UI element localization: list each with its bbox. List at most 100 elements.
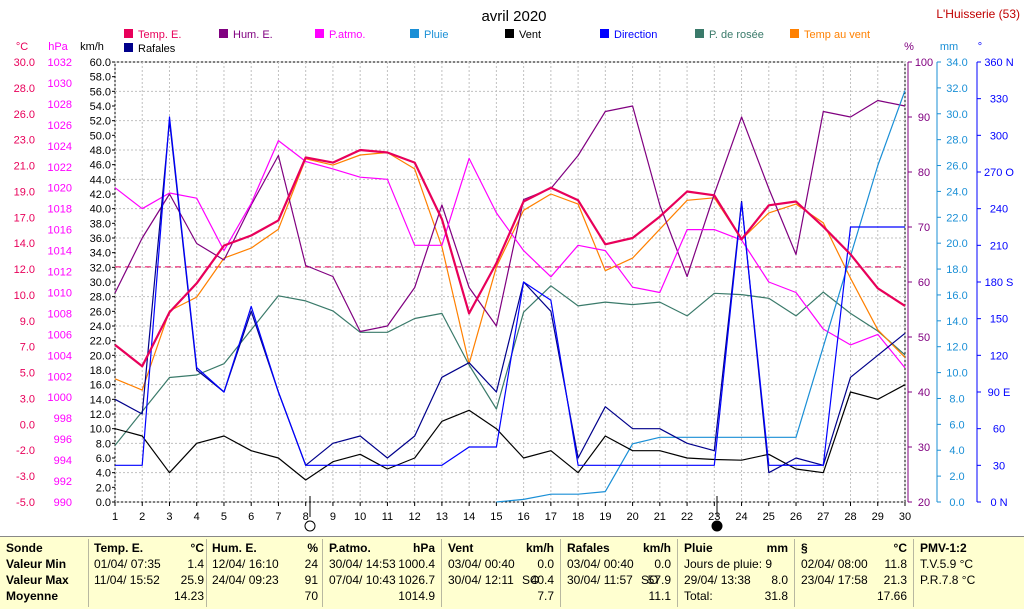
dir-tick-label: 60 xyxy=(993,424,1005,436)
day-tick-label: 4 xyxy=(194,511,200,523)
series-hum-e-line xyxy=(114,99,906,333)
stats-dew-avg: 17.66 xyxy=(876,589,907,603)
day-tick-label: 12 xyxy=(409,511,421,523)
day-tick-label: 17 xyxy=(545,511,557,523)
wind-tick-label: 10.0 xyxy=(90,424,111,436)
day-tick-label: 8 xyxy=(303,511,309,523)
stats-dew-unit: °C xyxy=(893,541,907,555)
legend-swatch xyxy=(124,29,133,38)
wind-tick-label: 20.0 xyxy=(90,350,111,362)
new-moon-icon xyxy=(711,520,723,532)
rain-tick-label: 16.0 xyxy=(946,290,967,302)
legend-label: P. de rosée xyxy=(709,29,764,41)
temp-tick-label: 3.0 xyxy=(20,393,35,405)
stats-wind-max-dir: SO xyxy=(522,573,540,587)
stats-dew-max-val: 21.3 xyxy=(883,573,907,587)
stats-gust: Rafales km/h 03/04/ 00:40 0.0 30/04/ 11:57… xyxy=(567,541,671,607)
legend-label: Vent xyxy=(519,29,541,41)
press-tick-label: 1024 xyxy=(48,141,72,153)
rain-tick-label: 22.0 xyxy=(946,212,967,224)
legend-swatch xyxy=(315,29,324,38)
wind-tick-label: 28.0 xyxy=(90,292,111,304)
chart-title: avril 2020 xyxy=(481,8,546,25)
stats-temp-max-val: 25.9 xyxy=(180,573,204,587)
dir-axis-unit: ° xyxy=(978,41,982,53)
stats-gust-min-date: 03/04/ 00:40 xyxy=(567,557,634,571)
stats-wind-label: Vent xyxy=(448,541,474,555)
wind-tick-label: 42.0 xyxy=(90,189,111,201)
rain-tick-label: 2.0 xyxy=(949,471,964,483)
stats-dew-max-date: 23/04/ 17:58 xyxy=(801,573,868,587)
wind-tick-label: 26.0 xyxy=(90,306,111,318)
stats-wind-avg: 7.7 xyxy=(537,589,554,603)
hum-tick-label: 20 xyxy=(918,497,930,509)
temp-tick-label: 17.0 xyxy=(14,212,35,224)
press-tick-label: 996 xyxy=(54,434,72,446)
legend-swatch xyxy=(790,29,799,38)
day-tick-label: 9 xyxy=(330,511,336,523)
rain-tick-label: 34.0 xyxy=(946,57,967,69)
day-tick-label: 6 xyxy=(248,511,254,523)
stats-min-label: Valeur Min xyxy=(6,557,67,571)
temp-tick-label: 7.0 xyxy=(20,342,35,354)
temp-tick-label: 14.0 xyxy=(14,238,35,250)
day-tick-label: 22 xyxy=(681,511,693,523)
stats-sonde: Sonde Valeur Min Valeur Max Moyenne xyxy=(6,541,86,607)
temp-tick-label: -5.0 xyxy=(16,497,35,509)
stats-gust-min-val: 0.0 xyxy=(654,557,671,571)
stats-rain-total-val: 31.8 xyxy=(764,589,788,603)
station-name: L'Huisserie (53) xyxy=(936,7,1020,21)
press-tick-label: 1016 xyxy=(48,225,72,237)
press-tick-label: 990 xyxy=(54,497,72,509)
series-vent-line xyxy=(114,384,906,481)
hum-tick-label: 80 xyxy=(918,167,930,179)
stats-pmv-line1: T.V.5.9 °C xyxy=(920,557,974,571)
stats-gust-avg: 11.1 xyxy=(648,589,671,603)
dir-tick-label: 270 O xyxy=(984,167,1014,179)
stats-wind-max-date: 30/04/ 12:11 xyxy=(448,573,514,587)
rain-tick-label: 6.0 xyxy=(949,419,964,431)
dir-tick-label: 150 xyxy=(990,314,1008,326)
hum-tick-label: 60 xyxy=(918,277,930,289)
wind-tick-label: 58.0 xyxy=(90,72,111,84)
stats-wind-min-val: 0.0 xyxy=(537,557,554,571)
press-tick-label: 1000 xyxy=(48,392,72,404)
stats-sonde-header: Sonde xyxy=(6,541,43,555)
rain-tick-label: 28.0 xyxy=(946,135,967,147)
legend-label: P.atmo. xyxy=(329,29,366,41)
temp-tick-label: 30.0 xyxy=(14,57,35,69)
stats-rain-days: Jours de pluie: 9 xyxy=(684,557,773,571)
wind-tick-label: 52.0 xyxy=(90,116,111,128)
wind-axis-unit: km/h xyxy=(80,41,104,53)
legend-swatch xyxy=(505,29,514,38)
wind-tick-label: 38.0 xyxy=(90,218,111,230)
moon-phase-markers xyxy=(304,496,723,532)
stats-hum-max-val: 91 xyxy=(304,573,318,587)
day-tick-label: 5 xyxy=(221,511,227,523)
press-tick-label: 1022 xyxy=(48,162,72,174)
stats-hum-unit: % xyxy=(307,541,318,555)
press-tick-label: 992 xyxy=(54,476,72,488)
rain-tick-label: 10.0 xyxy=(946,368,967,380)
wind-tick-label: 46.0 xyxy=(90,160,111,172)
series-p-de-ros-e-line xyxy=(114,285,906,446)
stats-press-avg: 1014.9 xyxy=(398,589,435,603)
wind-tick-label: 40.0 xyxy=(90,204,111,216)
day-tick-label: 18 xyxy=(572,511,584,523)
legend: Temp. E. Hum. E. P.atmo. Pluie Vent Direction… xyxy=(124,29,870,55)
wind-tick-label: 14.0 xyxy=(90,394,111,406)
stats-temp-min-date: 01/04/ 07:35 xyxy=(94,557,161,571)
day-tick-label: 3 xyxy=(166,511,172,523)
day-tick-label: 11 xyxy=(382,511,393,523)
temp-axis-unit: °C xyxy=(16,41,28,53)
wind-tick-label: 0.0 xyxy=(96,497,111,509)
legend-label: Hum. E. xyxy=(233,29,273,41)
legend-label: Temp au vent xyxy=(804,29,870,41)
rain-tick-label: 30.0 xyxy=(946,109,967,121)
rain-tick-label: 32.0 xyxy=(946,83,967,95)
day-tick-label: 19 xyxy=(599,511,611,523)
stats-gust-max-val: 57.9 xyxy=(647,573,671,587)
day-tick-label: 2 xyxy=(139,511,145,523)
temp-tick-label: 21.0 xyxy=(14,161,35,173)
day-tick-label: 7 xyxy=(275,511,281,523)
